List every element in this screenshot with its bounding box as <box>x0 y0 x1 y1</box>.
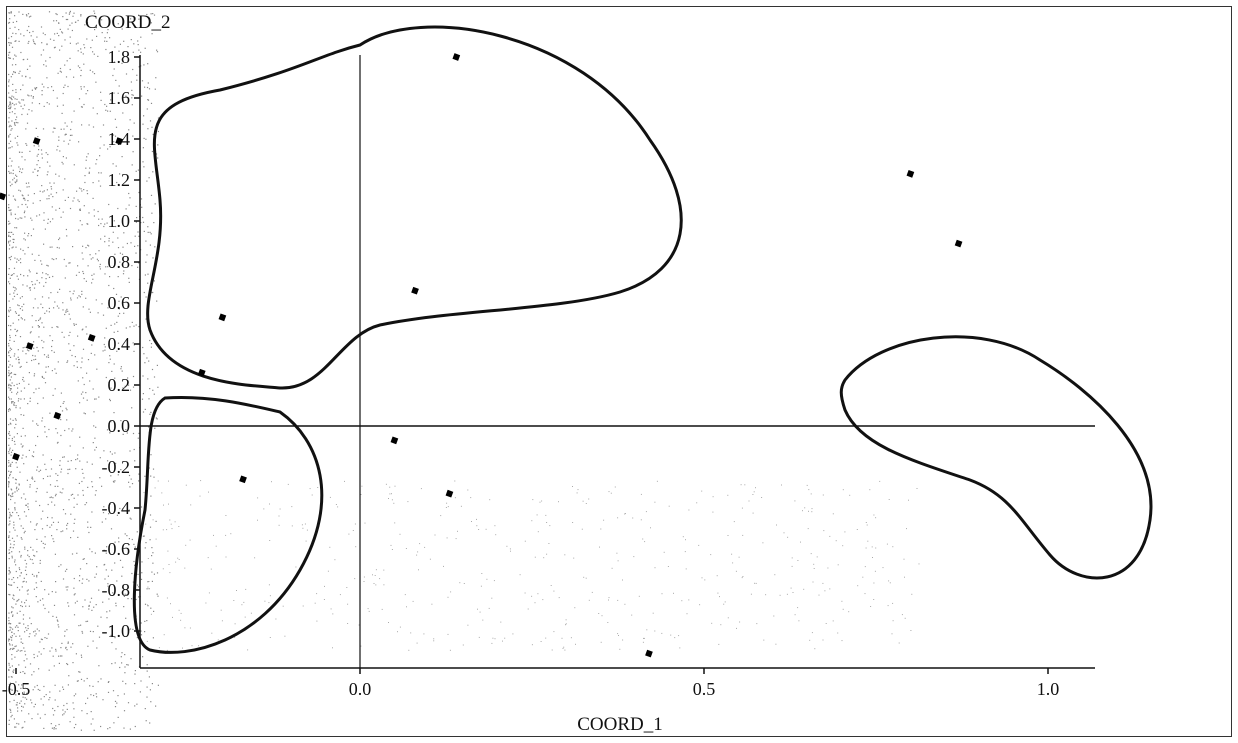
data-point <box>390 436 399 445</box>
y-axis-title: COORD_2 <box>85 12 171 33</box>
y-tick-label: 1.8 <box>108 47 131 67</box>
data-point <box>32 137 41 145</box>
y-tick-label: -0.8 <box>102 580 131 600</box>
y-tick-labels: 1.81.61.41.21.00.80.60.40.20.0-0.2-0.4-0… <box>102 47 140 641</box>
data-point <box>0 192 7 201</box>
x-tick-label: 1.0 <box>1037 679 1060 699</box>
y-tick-label: 0.4 <box>108 334 131 354</box>
y-tick-label: 1.6 <box>108 88 131 108</box>
y-tick-label: -0.4 <box>102 498 131 518</box>
y-tick-label: 0.6 <box>108 293 131 313</box>
data-point <box>906 170 915 178</box>
x-tick-label: 0.0 <box>349 679 372 699</box>
cluster-outline-lower-left <box>132 395 324 654</box>
data-point <box>239 475 247 484</box>
x-tick-label: -0.5 <box>2 679 31 699</box>
data-point <box>452 53 461 61</box>
scan-noise <box>8 10 920 731</box>
data-points <box>0 53 963 658</box>
chart-frame <box>6 6 1232 737</box>
y-tick-label: 0.0 <box>108 416 131 436</box>
y-tick-label: 0.2 <box>108 375 131 395</box>
data-point <box>645 649 653 658</box>
data-point <box>53 411 62 420</box>
data-point <box>12 452 20 461</box>
data-point <box>218 313 227 322</box>
x-tick-label: 0.5 <box>693 679 716 699</box>
y-tick-label: -0.6 <box>102 539 131 559</box>
y-tick-label: 1.2 <box>108 170 131 190</box>
y-tick-label: -1.0 <box>102 621 131 641</box>
axes <box>139 55 1095 669</box>
cluster-outlines <box>132 25 1153 654</box>
data-point <box>25 342 34 350</box>
y-tick-label: 0.8 <box>108 252 131 272</box>
data-point <box>411 286 419 295</box>
data-point <box>115 137 124 145</box>
cluster-outline-upper <box>146 25 683 390</box>
data-point <box>197 368 206 377</box>
x-axis-title: COORD_1 <box>577 714 663 735</box>
y-tick-label: 1.0 <box>108 211 131 231</box>
y-tick-label: -0.2 <box>102 457 131 477</box>
data-point <box>954 239 963 248</box>
x-tick-labels: -0.50.00.51.01.52.0 <box>2 668 1060 699</box>
cluster-outline-right <box>839 335 1153 580</box>
data-point <box>445 489 454 498</box>
data-point <box>87 334 96 342</box>
